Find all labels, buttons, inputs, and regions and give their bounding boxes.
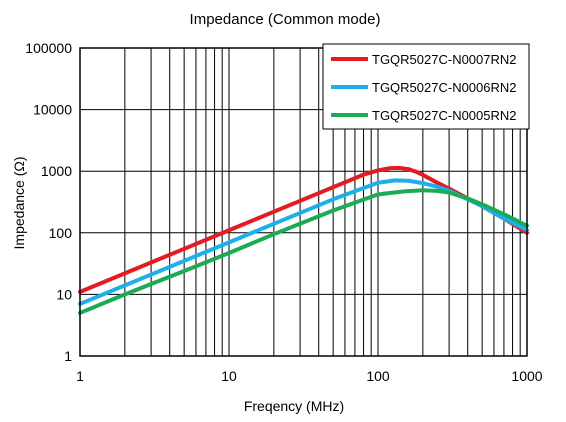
y-tick-labels: 1 10 100 1000 10000 100000 bbox=[25, 40, 72, 364]
x-tick-label: 10 bbox=[221, 368, 237, 384]
grid bbox=[80, 48, 527, 356]
x-tick-label: 100 bbox=[366, 368, 390, 384]
y-axis-title: Impedance (Ω) bbox=[11, 157, 27, 250]
x-tick-label: 1 bbox=[76, 368, 84, 384]
legend: TGQR5027C-N0007RN2 TGQR5027C-N0006RN2 TGQR… bbox=[322, 43, 530, 130]
series-line-3 bbox=[78, 188, 529, 315]
plot-frame bbox=[79, 47, 528, 357]
series-line-1 bbox=[78, 165, 529, 294]
y-tick-label: 100 bbox=[49, 225, 73, 241]
x-tick-labels: 1 10 100 1000 bbox=[76, 368, 543, 384]
x-tick-label: 1000 bbox=[511, 368, 542, 384]
y-tick-label: 100000 bbox=[25, 40, 72, 56]
y-tick-label: 1 bbox=[64, 348, 72, 364]
chart-title: Impedance (Common mode) bbox=[190, 11, 381, 28]
x-axis-title: Freqency (MHz) bbox=[244, 398, 344, 414]
y-tick-label: 10000 bbox=[33, 102, 72, 118]
legend-label-1: TGQR5027C-N0007RN2 bbox=[372, 52, 517, 67]
y-tick-label: 10 bbox=[56, 286, 72, 302]
y-tick-label: 1000 bbox=[41, 163, 72, 179]
series-layer bbox=[78, 165, 529, 315]
legend-label-3: TGQR5027C-N0005RN2 bbox=[372, 108, 517, 123]
legend-label-2: TGQR5027C-N0006RN2 bbox=[372, 80, 517, 95]
